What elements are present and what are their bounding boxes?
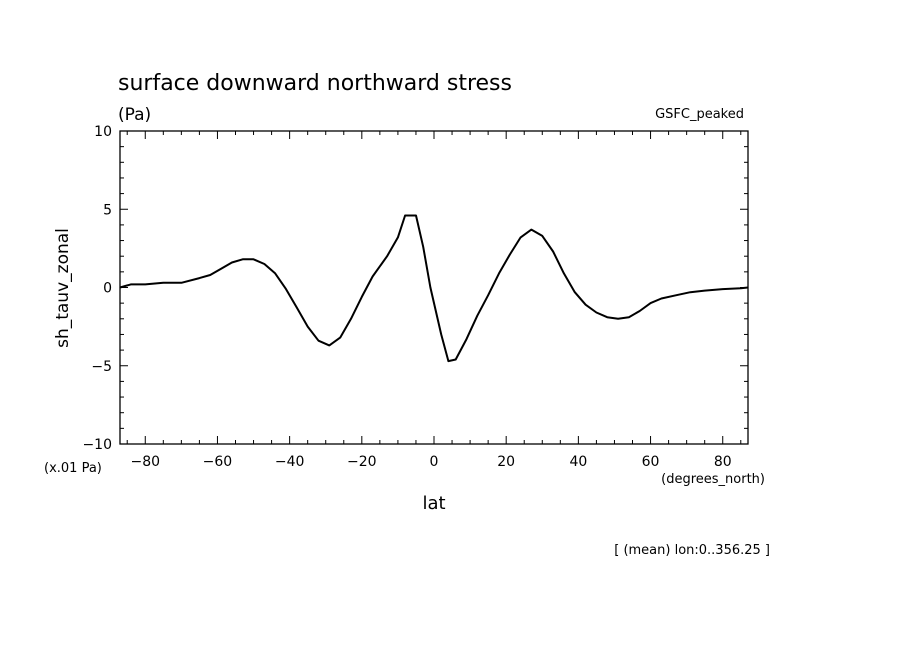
dataset-label: GSFC_peaked — [655, 107, 744, 122]
data-point — [339, 336, 341, 339]
x-axis-label: lat — [422, 493, 445, 514]
data-point — [704, 290, 706, 292]
x-tick-label: 60 — [642, 454, 660, 470]
data-point — [252, 258, 255, 260]
data-point — [498, 272, 500, 275]
x-tick-label: 40 — [569, 454, 587, 470]
data-point — [574, 291, 576, 293]
footnote: [ (mean) lon:0..356.25 ] — [614, 543, 770, 558]
y-tick-labels: 10 5 0 −5 −10 — [82, 124, 112, 453]
data-point — [317, 340, 320, 342]
y-tick-label: −10 — [82, 437, 112, 453]
data-point — [307, 326, 309, 328]
data-point — [455, 358, 457, 361]
data-point — [285, 288, 287, 290]
data-point — [209, 274, 211, 276]
data-point — [440, 333, 442, 336]
x-tick-labels: −80 −60 −40 −20 0 20 40 60 80 — [130, 454, 731, 470]
y-axis-label: sh_tauv_zonal — [53, 228, 73, 348]
data-point — [296, 307, 298, 309]
data-point — [274, 272, 276, 275]
chart-title: surface downward northward stress — [118, 71, 512, 96]
data-point — [722, 288, 724, 290]
y-tick-label: 10 — [94, 124, 112, 140]
data-point — [422, 246, 424, 248]
x-tick-label: −60 — [203, 454, 233, 470]
x-axis-units: (degrees_north) — [661, 472, 765, 487]
data-point — [180, 282, 182, 284]
data-point — [231, 261, 233, 264]
chart-units: (Pa) — [118, 105, 151, 125]
data-point — [361, 296, 363, 298]
data-point — [372, 275, 374, 278]
data-point — [386, 255, 388, 257]
x-tick-label: −40 — [275, 454, 305, 470]
data-point — [606, 316, 608, 318]
data-point — [130, 283, 132, 285]
x-tick-label: 0 — [430, 454, 439, 470]
data-point — [350, 318, 352, 320]
data-point — [328, 344, 330, 347]
data-point — [520, 236, 522, 239]
data-point — [447, 360, 450, 362]
data-point — [465, 338, 468, 340]
data-point — [747, 286, 749, 289]
data-point — [649, 302, 652, 304]
data-point — [584, 304, 587, 306]
data-point — [689, 291, 691, 293]
data-point — [198, 277, 201, 279]
data-point — [509, 254, 511, 256]
y-tick-label: −5 — [91, 359, 112, 375]
y-tick-label: 0 — [103, 281, 112, 297]
data-point — [740, 287, 742, 289]
data-point — [563, 272, 565, 275]
series-line-sh_tauv_zonal — [119, 214, 749, 363]
x-tick-label: −20 — [347, 454, 377, 470]
data-point — [263, 263, 265, 265]
data-point — [675, 294, 677, 296]
data-point — [144, 283, 146, 285]
data-point — [660, 297, 662, 300]
data-point — [162, 282, 164, 284]
data-point — [639, 310, 641, 312]
data-point — [595, 311, 598, 314]
x-tick-label: 20 — [497, 454, 515, 470]
y-tick-label: 5 — [103, 202, 112, 218]
axis-ticks — [120, 130, 748, 445]
data-point — [487, 294, 489, 296]
data-point — [415, 214, 417, 217]
data-point — [429, 286, 431, 289]
data-point — [404, 214, 406, 217]
data-point — [530, 228, 533, 231]
data-point — [220, 268, 222, 270]
data-point — [242, 258, 244, 260]
x-tick-label: −80 — [130, 454, 160, 470]
plot-frame — [119, 130, 749, 445]
data-point — [617, 318, 619, 320]
data-point — [552, 250, 554, 253]
data-point — [476, 315, 478, 317]
data-points — [119, 214, 749, 362]
data-point — [397, 236, 399, 239]
x-tick-label: 80 — [714, 454, 732, 470]
data-point — [541, 235, 543, 237]
data-point — [628, 316, 630, 318]
y-scale-note: (x.01 Pa) — [44, 461, 102, 476]
data-point — [119, 286, 121, 289]
